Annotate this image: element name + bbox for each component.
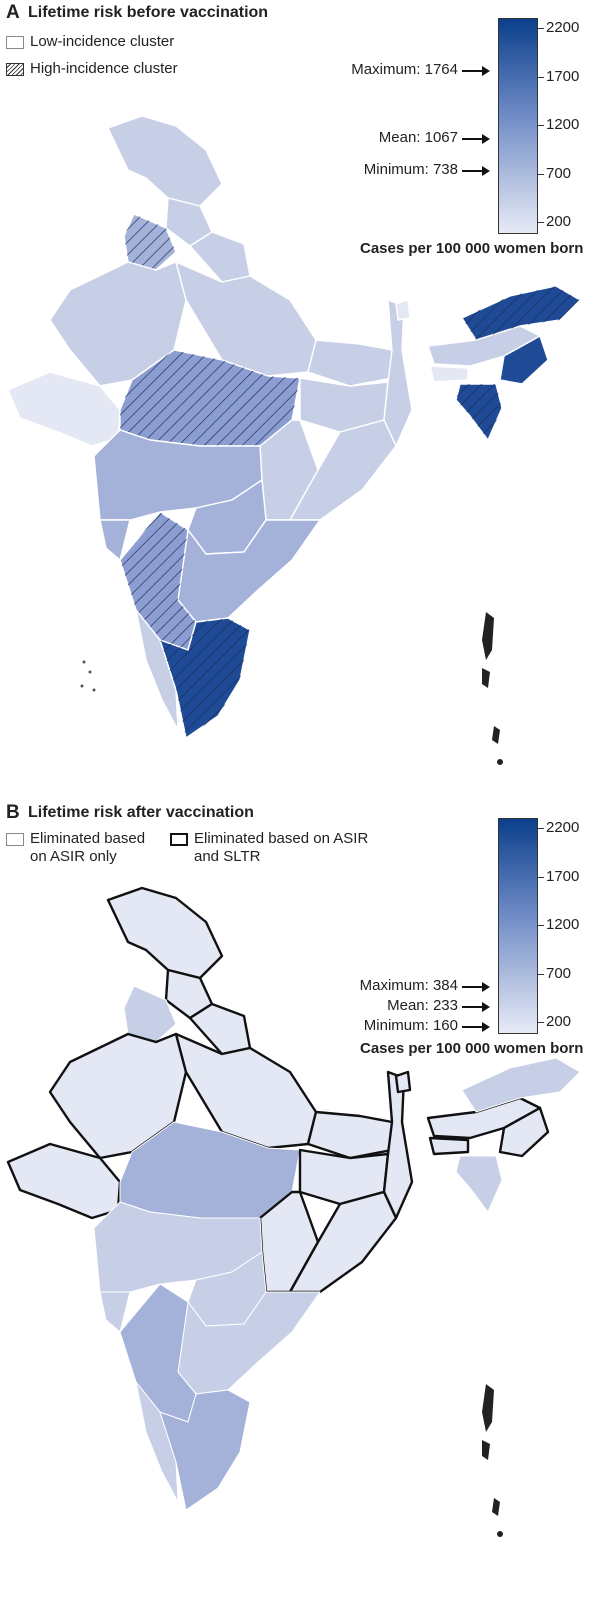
region-jammu-kashmir (107, 115, 223, 207)
stat-label: Mean: 1067 (378, 128, 458, 146)
islands-andaman (482, 612, 503, 765)
panel-b-letter: B (6, 802, 20, 823)
colorbar-tick-label: 700 (546, 164, 572, 182)
region-sikkim (395, 299, 411, 321)
colorbar-tick-mark (538, 973, 544, 975)
panel-a-title: Lifetime risk before vaccination (28, 4, 269, 21)
legend-asir-sltr-swatch (170, 833, 188, 846)
colorbar-tick-label: 1200 (546, 916, 580, 933)
colorbar-tick-mark (538, 876, 544, 878)
stat-arrow-icon (462, 133, 490, 144)
legend-asir-only-line1: Eliminated based (30, 830, 146, 847)
region-tamil-nadu-hatch (160, 618, 250, 738)
colorbar-tick-mark (538, 125, 544, 126)
colorbar-b-caption: Cases per 100 000 women born (360, 1040, 584, 1057)
region-mizoram-tripura-hatch (456, 384, 502, 440)
panel-b: B Lifetime risk after vaccination Elimin… (0, 800, 600, 1607)
legend-low-incidence-swatch (6, 36, 24, 49)
map-after-vaccination (6, 886, 581, 1537)
colorbar-tick-label: 2200 (546, 819, 580, 836)
colorbar-tick-mark (538, 1022, 544, 1023)
colorbar-tick-mark (538, 222, 544, 223)
region-punjab-hatch (124, 214, 176, 270)
stat-label: Maximum: 1764 (351, 61, 458, 79)
region-nagaland-manipur (499, 335, 549, 385)
colorbar-b (498, 818, 538, 1034)
region-goa (99, 519, 131, 561)
region-b-jammu-kashmir (106, 886, 224, 980)
islands-b-andaman (482, 1384, 503, 1537)
legend-asir-only-swatch (6, 833, 24, 846)
stat-label: Minimum: 160 (363, 1017, 458, 1034)
map-before-vaccination (7, 115, 581, 765)
region-b-goa (99, 1291, 131, 1333)
legend-low-incidence-label: Low-incidence cluster (30, 33, 175, 50)
region-madhya-pradesh-hatch (120, 350, 300, 446)
stat-arrow-icon (462, 1022, 490, 1032)
region-b-tamil-nadu (159, 1389, 251, 1511)
colorbar-a (498, 18, 538, 234)
stat-arrow-icon (462, 165, 490, 176)
colorbar-tick-label: 2200 (546, 19, 580, 36)
region-b-arunachal (461, 1057, 581, 1113)
legend-high-incidence-swatch (6, 63, 24, 76)
region-b-meghalaya (428, 1136, 470, 1156)
islands-lakshadweep (80, 660, 96, 692)
legend-high-incidence: High-incidence cluster (6, 60, 178, 77)
region-bihar (307, 339, 393, 387)
stat-arrow-icon (462, 66, 490, 77)
region-karnataka-hatch (120, 512, 196, 650)
region-b-sikkim (394, 1070, 412, 1094)
legend-asir-only-line2: on ASIR only (30, 848, 117, 865)
panel-a: A Lifetime risk before vaccination Low-i… (0, 0, 600, 800)
legend-asir-sltr-line1: Eliminated based on ASIR (194, 830, 369, 847)
stat-label: Mean: 233 (387, 997, 458, 1014)
legend-low-incidence: Low-incidence cluster (6, 33, 174, 50)
colorbar-tick-mark (538, 28, 544, 29)
region-b-nagaland-manipur (498, 1106, 550, 1158)
stat-arrow-icon (462, 982, 490, 992)
legend-asir-sltr: Eliminated based on ASIR and SLTR (170, 830, 368, 866)
legend-asir-only: Eliminated based on ASIR only (6, 830, 145, 866)
legend-asir-only-label: Eliminated based on ASIR only (30, 830, 145, 866)
stat-label: Minimum: 738 (363, 160, 458, 178)
colorbar-tick-label: 200 (546, 1013, 572, 1030)
legend-asir-sltr-line2: and SLTR (194, 848, 261, 865)
region-b-bihar (306, 1110, 394, 1160)
panel-a-letter: A (6, 2, 20, 23)
colorbar-tick-label: 700 (546, 964, 572, 982)
stat-arrow-icon (462, 1002, 490, 1012)
region-b-west-bengal (382, 1070, 414, 1220)
colorbar-tick-mark (538, 173, 544, 175)
colorbar-tick-label: 1700 (546, 867, 580, 885)
colorbar-a-caption: Cases per 100 000 women born (360, 240, 584, 257)
colorbar-tick-mark (538, 925, 544, 926)
legend-high-incidence-label: High-incidence cluster (30, 60, 178, 77)
colorbar-tick-mark (538, 76, 544, 78)
colorbar-tick-label: 1200 (546, 116, 580, 133)
colorbar-tick-label: 200 (546, 213, 572, 230)
colorbar-tick-label: 1700 (546, 67, 580, 85)
stat-label: Maximum: 384 (359, 977, 458, 994)
region-arunachal-hatch (462, 286, 580, 340)
region-meghalaya (429, 365, 469, 383)
panel-b-title: Lifetime risk after vaccination (28, 804, 254, 821)
colorbar-tick-mark (538, 828, 544, 829)
legend-asir-sltr-label: Eliminated based on ASIR and SLTR (194, 830, 368, 866)
region-b-mizoram-tripura (455, 1155, 503, 1213)
